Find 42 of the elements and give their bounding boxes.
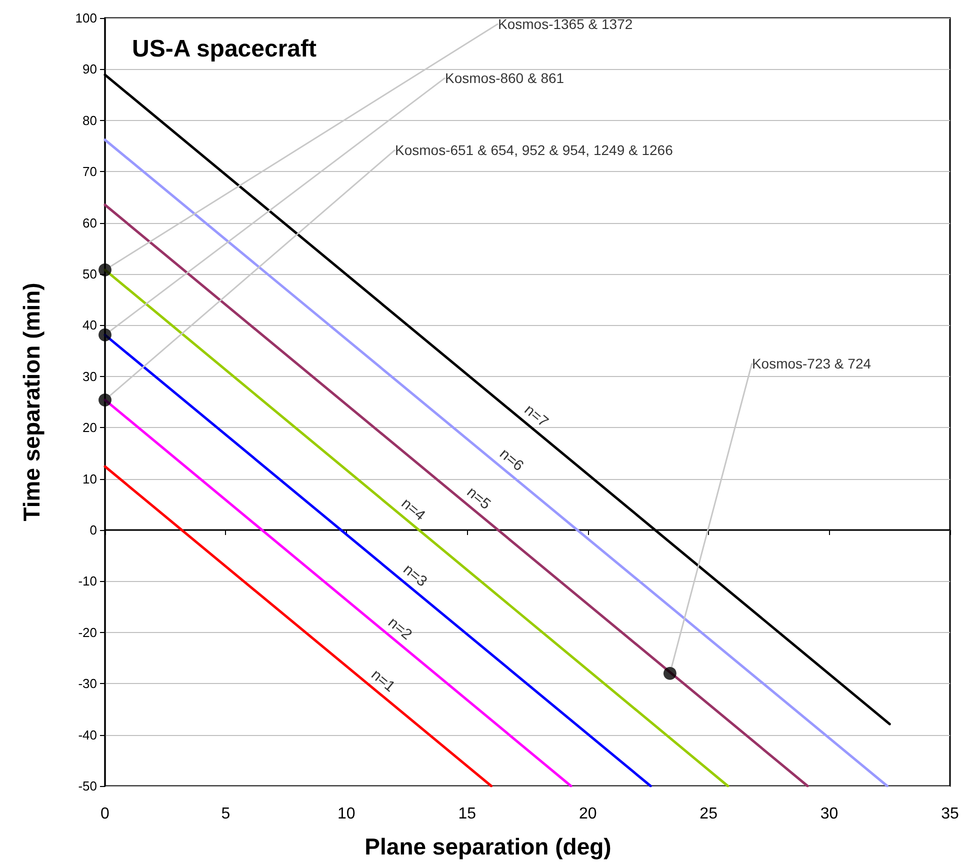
y-tick-label: 20 (82, 420, 97, 436)
y-tick-label: 50 (82, 266, 97, 282)
text: n=4 (398, 494, 428, 524)
annotation: Kosmos-860 & 861 (445, 70, 564, 86)
text: n=5 (463, 484, 494, 514)
point (98, 328, 112, 342)
x-tick-label: 30 (820, 806, 838, 822)
x-tick-label: 25 (700, 806, 718, 822)
annotation: Kosmos-1365 & 1372 (498, 16, 633, 32)
y-tick-label: 70 (82, 164, 97, 180)
y-tick-label: 80 (82, 112, 97, 128)
point (663, 666, 676, 680)
y-tick-label: 60 (82, 215, 97, 230)
annotation: Kosmos-723 & 724 (752, 355, 872, 372)
x-axis-title: Plane separation (deg) (364, 834, 612, 860)
point (98, 263, 112, 276)
y-tick-label: -40 (78, 727, 97, 742)
y-tick-label: -10 (78, 574, 97, 589)
y-tick-label: 40 (82, 318, 97, 333)
text: n=7 (521, 401, 552, 431)
y-tick-label: 100 (75, 10, 97, 26)
x-tick-label: 0 (100, 806, 110, 822)
y-axis-title: Time separation (min) (18, 282, 44, 522)
y-tick-label: -20 (78, 624, 97, 640)
annotation: Kosmos-651 & 654, 952 & 954, 1249 & 1266 (395, 142, 674, 158)
text: n=1 (368, 666, 398, 696)
text: n=2 (384, 614, 416, 644)
x-tick-label: 15 (458, 806, 476, 822)
x-tick-label: 10 (338, 806, 356, 822)
y-tick-label: 90 (82, 62, 97, 77)
y-tick-label: -50 (78, 778, 97, 794)
y-tick-label: 10 (82, 471, 97, 486)
y-tick-label: 0 (90, 522, 97, 538)
x-tick-label: 35 (941, 806, 959, 822)
y-tick-label: -30 (78, 676, 97, 692)
x-tick-label: 20 (578, 806, 597, 822)
text: n=6 (496, 445, 527, 475)
text: US-A spacecraft (132, 36, 317, 62)
point (98, 393, 112, 406)
y-tick-label: 30 (82, 368, 97, 384)
text: n=3 (400, 560, 430, 590)
x-tick-label: 5 (221, 806, 230, 822)
